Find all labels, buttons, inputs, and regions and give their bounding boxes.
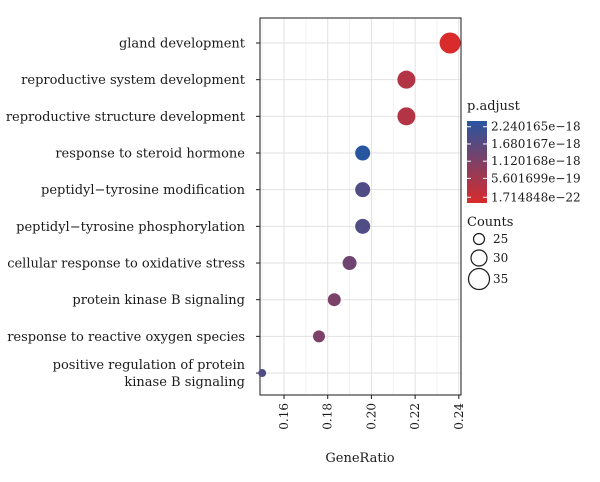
x-axis: 0.16 0.18 0.20 0.22 0.24	[277, 395, 466, 430]
x-tick-label: 0.24	[452, 403, 466, 430]
category-label: reproductive system development	[21, 73, 246, 88]
size-legend: Counts 25 30 35	[467, 215, 513, 291]
category-label: peptidyl−tyrosine modification	[41, 183, 246, 198]
size-legend-label: 35	[493, 272, 508, 286]
y-axis: gland development reproductive system dev…	[6, 37, 260, 390]
data-point	[355, 182, 371, 198]
category-label: response to reactive oxygen species	[7, 330, 245, 345]
size-legend-circle	[467, 267, 491, 291]
points-layer	[258, 32, 461, 378]
plot-grid	[260, 18, 461, 395]
x-axis-title: GeneRatio	[325, 451, 394, 466]
x-tick-label: 0.16	[277, 403, 291, 430]
data-point	[355, 145, 371, 161]
data-point	[397, 70, 416, 89]
category-label: protein kinase B signaling	[72, 293, 245, 308]
colorbar-ticks: 2.240165e−18 1.680167e−18 1.120168e−18 5.60…	[467, 120, 581, 204]
data-point	[327, 293, 341, 307]
data-point	[439, 32, 461, 54]
category-label: reproductive structure development	[6, 110, 246, 125]
data-point	[355, 218, 371, 234]
data-point	[397, 107, 416, 126]
color-legend: p.adjust 2.240165e−18 1.680167e−18 1.12016…	[467, 99, 581, 204]
x-tick-label: 0.18	[321, 403, 335, 430]
colorbar-label: 1.714848e−22	[491, 190, 581, 204]
x-tick-label: 0.20	[364, 403, 378, 430]
size-legend-title: Counts	[467, 215, 513, 230]
size-legend-label: 30	[493, 251, 508, 265]
size-legend-circle	[472, 232, 486, 246]
category-label: gland development	[119, 37, 246, 52]
category-label: positive regulation of protein kinase B s…	[53, 358, 246, 390]
colorbar	[467, 121, 487, 203]
size-legend-label: 25	[493, 232, 508, 246]
size-legend-circle	[470, 249, 488, 267]
data-point	[312, 330, 325, 343]
data-point	[342, 256, 357, 271]
size-legend-items: 25 30 35	[467, 232, 508, 291]
colorbar-label: 2.240165e−18	[491, 120, 581, 134]
plot-panel-border	[259, 17, 462, 396]
colorbar-label: 5.601699e−19	[491, 171, 581, 185]
colorbar-label: 1.680167e−18	[491, 137, 581, 151]
category-label: peptidyl−tyrosine phosphorylation	[16, 220, 245, 235]
data-point	[258, 369, 267, 378]
colorbar-label: 1.120168e−18	[491, 154, 581, 168]
category-label: cellular response to oxidative stress	[7, 257, 245, 272]
color-legend-title: p.adjust	[467, 99, 521, 114]
x-tick-label: 0.22	[408, 403, 422, 430]
category-label: response to steroid hormone	[55, 147, 245, 162]
